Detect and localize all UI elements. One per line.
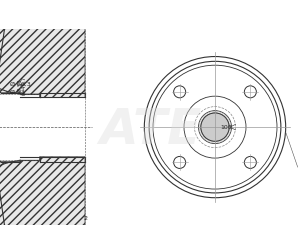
Text: 100: 100 [220, 125, 232, 130]
Circle shape [201, 113, 229, 141]
Text: ATE: ATE [99, 106, 201, 154]
Text: Ø 51: Ø 51 [18, 79, 23, 92]
Text: 24.0220-0039.1    480163: 24.0220-0039.1 480163 [40, 7, 260, 22]
Text: Ø 53: Ø 53 [10, 90, 25, 95]
Text: 2: 2 [83, 216, 87, 220]
Polygon shape [0, 157, 85, 225]
Polygon shape [0, 0, 85, 97]
Text: Ø 66,3: Ø 66,3 [10, 82, 31, 87]
Text: Ø 45,7: Ø 45,7 [22, 77, 27, 95]
